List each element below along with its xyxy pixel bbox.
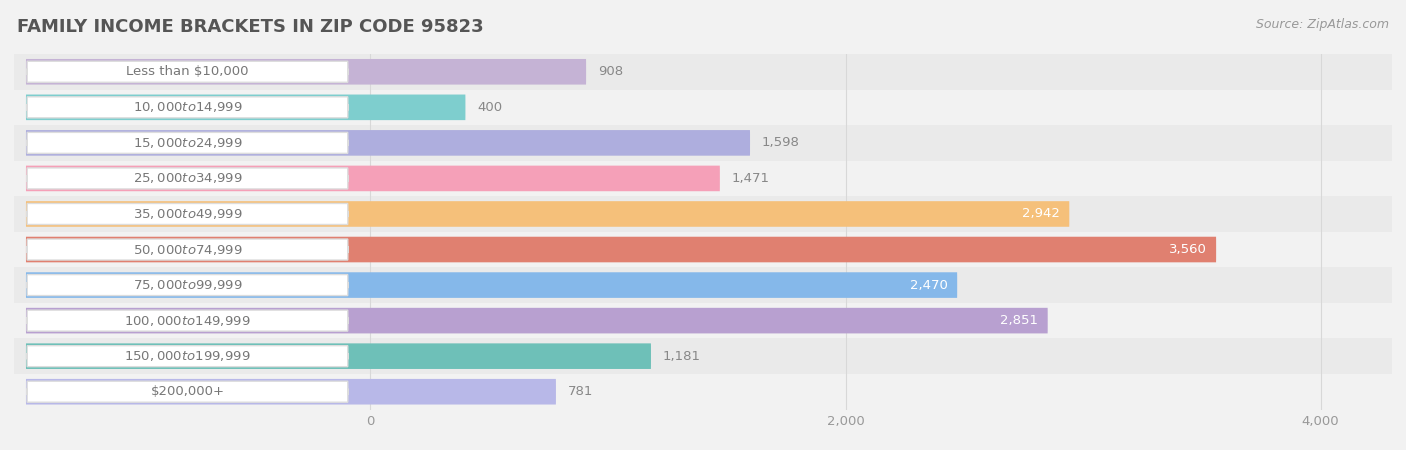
Text: $150,000 to $199,999: $150,000 to $199,999 bbox=[124, 349, 250, 363]
FancyBboxPatch shape bbox=[27, 239, 347, 260]
Text: $100,000 to $149,999: $100,000 to $149,999 bbox=[124, 314, 250, 328]
Bar bbox=[14, 90, 1392, 125]
FancyBboxPatch shape bbox=[27, 346, 347, 367]
FancyBboxPatch shape bbox=[25, 166, 720, 191]
FancyBboxPatch shape bbox=[25, 237, 1216, 262]
FancyBboxPatch shape bbox=[27, 168, 347, 189]
Bar bbox=[14, 161, 1392, 196]
Text: $50,000 to $74,999: $50,000 to $74,999 bbox=[132, 243, 242, 256]
FancyBboxPatch shape bbox=[25, 201, 1070, 227]
Bar bbox=[14, 196, 1392, 232]
Bar bbox=[14, 232, 1392, 267]
FancyBboxPatch shape bbox=[25, 272, 957, 298]
FancyBboxPatch shape bbox=[25, 379, 555, 405]
Text: 781: 781 bbox=[568, 385, 593, 398]
Text: 2,942: 2,942 bbox=[1022, 207, 1060, 220]
FancyBboxPatch shape bbox=[27, 132, 347, 153]
Text: $15,000 to $24,999: $15,000 to $24,999 bbox=[132, 136, 242, 150]
FancyBboxPatch shape bbox=[27, 381, 347, 402]
Text: $200,000+: $200,000+ bbox=[150, 385, 225, 398]
Text: 908: 908 bbox=[598, 65, 623, 78]
Text: 2,851: 2,851 bbox=[1000, 314, 1038, 327]
Bar bbox=[14, 54, 1392, 90]
FancyBboxPatch shape bbox=[27, 61, 347, 82]
FancyBboxPatch shape bbox=[27, 97, 347, 118]
FancyBboxPatch shape bbox=[25, 343, 651, 369]
FancyBboxPatch shape bbox=[25, 94, 465, 120]
Text: 1,598: 1,598 bbox=[762, 136, 800, 149]
Bar bbox=[14, 267, 1392, 303]
Text: $75,000 to $99,999: $75,000 to $99,999 bbox=[132, 278, 242, 292]
Text: FAMILY INCOME BRACKETS IN ZIP CODE 95823: FAMILY INCOME BRACKETS IN ZIP CODE 95823 bbox=[17, 18, 484, 36]
FancyBboxPatch shape bbox=[27, 310, 347, 331]
Text: Source: ZipAtlas.com: Source: ZipAtlas.com bbox=[1256, 18, 1389, 31]
Text: $10,000 to $14,999: $10,000 to $14,999 bbox=[132, 100, 242, 114]
Bar bbox=[14, 125, 1392, 161]
Text: 3,560: 3,560 bbox=[1168, 243, 1206, 256]
Bar bbox=[14, 303, 1392, 338]
Text: $25,000 to $34,999: $25,000 to $34,999 bbox=[132, 171, 242, 185]
Text: 1,181: 1,181 bbox=[662, 350, 700, 363]
Text: 2,470: 2,470 bbox=[910, 279, 948, 292]
Bar bbox=[14, 338, 1392, 374]
Text: Less than $10,000: Less than $10,000 bbox=[127, 65, 249, 78]
FancyBboxPatch shape bbox=[25, 59, 586, 85]
FancyBboxPatch shape bbox=[25, 130, 749, 156]
FancyBboxPatch shape bbox=[25, 308, 1047, 333]
Text: $35,000 to $49,999: $35,000 to $49,999 bbox=[132, 207, 242, 221]
FancyBboxPatch shape bbox=[27, 203, 347, 225]
FancyBboxPatch shape bbox=[27, 274, 347, 296]
Bar bbox=[14, 374, 1392, 410]
Text: 1,471: 1,471 bbox=[731, 172, 769, 185]
Text: 400: 400 bbox=[477, 101, 502, 114]
